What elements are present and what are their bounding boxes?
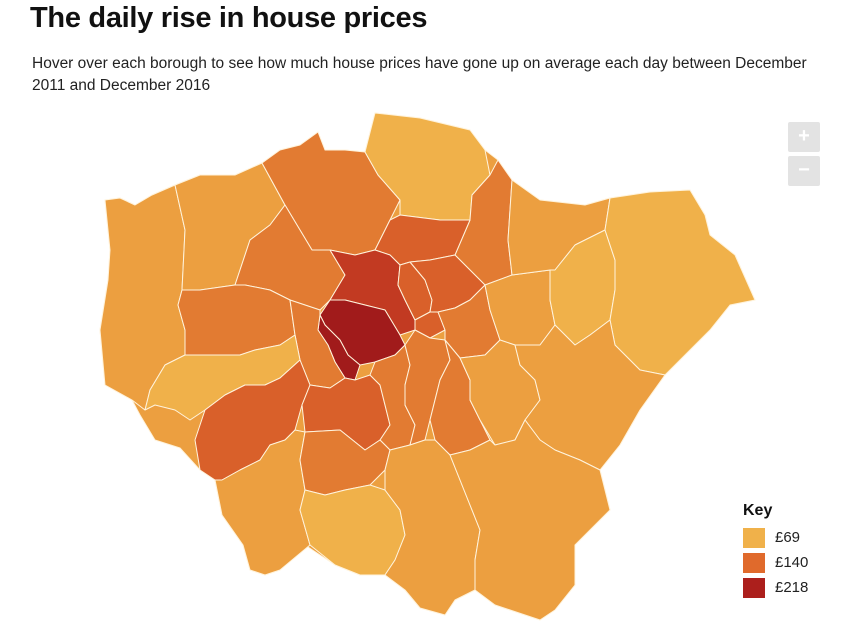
borough-bromley[interactable] bbox=[449, 419, 611, 621]
key-swatch-low bbox=[743, 527, 765, 548]
borough-ealing[interactable] bbox=[177, 284, 296, 356]
key-label-low: £69 bbox=[775, 529, 801, 546]
map-key: Key £69 £140 £218 bbox=[743, 502, 843, 600]
key-swatch-mid bbox=[743, 552, 765, 573]
key-item-high: £218 bbox=[743, 575, 843, 600]
zoom-in-button[interactable]: + bbox=[788, 122, 820, 152]
page-subtitle: Hover over each borough to see how much … bbox=[32, 55, 807, 94]
borough-havering[interactable] bbox=[604, 189, 756, 376]
key-title: Key bbox=[743, 502, 773, 519]
key-label-high: £218 bbox=[775, 579, 809, 596]
key-label-mid: £140 bbox=[775, 554, 809, 571]
borough-bexley[interactable] bbox=[514, 319, 666, 471]
key-item-mid: £140 bbox=[743, 550, 843, 575]
zoom-out-button[interactable]: − bbox=[788, 156, 820, 186]
borough-merton[interactable] bbox=[299, 429, 391, 496]
page-title: The daily rise in house prices bbox=[30, 2, 428, 34]
key-item-low: £69 bbox=[743, 525, 843, 550]
borough-sutton[interactable] bbox=[299, 484, 406, 576]
key-swatch-high bbox=[743, 577, 765, 598]
